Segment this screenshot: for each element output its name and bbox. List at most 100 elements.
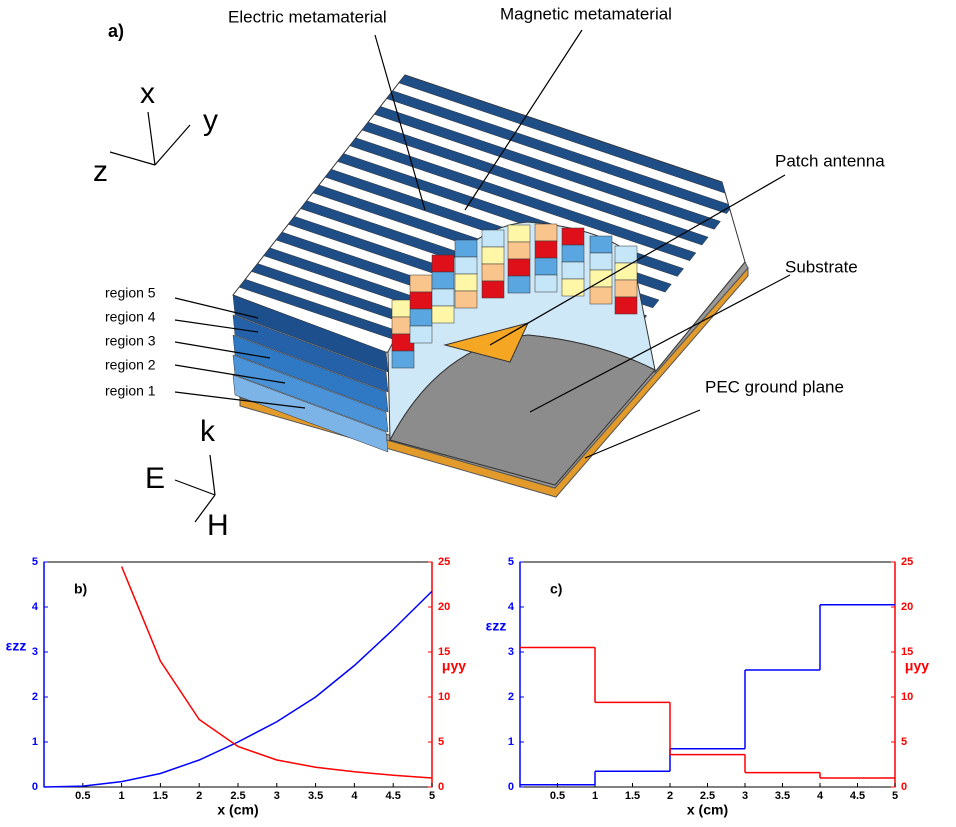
x-tick-label: 5 xyxy=(892,790,898,802)
y-axis-label: εzz xyxy=(486,618,507,634)
region-label: region 2 xyxy=(105,357,156,373)
panel-label: a) xyxy=(108,21,124,41)
cell xyxy=(535,241,557,258)
cell xyxy=(432,255,454,272)
x-tick-label: 0.5 xyxy=(550,790,565,802)
cell xyxy=(455,274,477,291)
cell xyxy=(535,258,557,275)
x-axis-label: x (cm) xyxy=(217,802,258,818)
cell xyxy=(508,225,530,242)
y2-tick-label: 5 xyxy=(901,736,907,748)
axis-glyph: y xyxy=(203,104,218,137)
x-tick-label: 1 xyxy=(119,790,125,802)
cell xyxy=(590,253,612,270)
series-line xyxy=(44,591,432,787)
illustration: a) Electric metamaterial Magnetic metama… xyxy=(93,4,885,541)
cell xyxy=(410,326,432,343)
label: PEC ground plane xyxy=(705,377,844,396)
cell xyxy=(590,236,612,253)
cell xyxy=(410,292,432,309)
y-tick-label: 2 xyxy=(32,691,38,703)
cell xyxy=(432,272,454,289)
cell xyxy=(562,228,584,245)
axis-glyph: z xyxy=(93,155,108,188)
cell xyxy=(482,230,504,247)
x-tick-label: 4.5 xyxy=(850,790,865,802)
cell xyxy=(410,309,432,326)
y-tick-label: 0 xyxy=(508,781,514,793)
cell xyxy=(392,351,414,368)
cell xyxy=(432,306,454,323)
y2-tick-label: 20 xyxy=(901,601,913,613)
x-tick-label: 3 xyxy=(274,790,280,802)
cell xyxy=(482,247,504,264)
x-tick-label: 1.5 xyxy=(625,790,640,802)
chart: 0.511.522.533.544.550123450510152025x (c… xyxy=(6,556,467,818)
plot-frame xyxy=(520,562,895,787)
cell xyxy=(432,289,454,306)
y-axis-label: εzz xyxy=(6,638,27,654)
panel-label: c) xyxy=(550,581,562,597)
cell xyxy=(482,264,504,281)
cell xyxy=(410,275,432,292)
x-tick-label: 5 xyxy=(429,790,435,802)
cell xyxy=(482,281,504,298)
region-label: region 5 xyxy=(105,285,156,301)
y-tick-label: 2 xyxy=(508,691,514,703)
cell xyxy=(508,242,530,259)
cell xyxy=(590,287,612,304)
region-label: region 3 xyxy=(105,333,156,349)
x-tick-label: 0.5 xyxy=(75,790,90,802)
x-tick-label: 3.5 xyxy=(775,790,790,802)
y-tick-label: 3 xyxy=(32,646,38,658)
x-tick-label: 2 xyxy=(196,790,202,802)
y2-axis-label: μyy xyxy=(905,658,929,674)
cell xyxy=(455,240,477,257)
axis-glyph: x xyxy=(140,77,155,110)
y-tick-label: 1 xyxy=(508,736,514,748)
y-tick-label: 4 xyxy=(508,601,515,613)
cell xyxy=(615,297,637,314)
x-tick-label: 3.5 xyxy=(308,790,323,802)
label: Substrate xyxy=(785,257,858,276)
cell xyxy=(455,257,477,274)
region-label: region 1 xyxy=(105,383,156,399)
cell xyxy=(562,262,584,279)
x-tick-label: 2.5 xyxy=(700,790,715,802)
cell xyxy=(562,245,584,262)
y-tick-label: 5 xyxy=(32,556,38,568)
cell xyxy=(455,291,477,308)
cell xyxy=(562,279,584,296)
x-tick-label: 3 xyxy=(742,790,748,802)
y2-tick-label: 15 xyxy=(438,646,450,658)
y2-tick-label: 15 xyxy=(901,646,913,658)
x-tick-label: 1.5 xyxy=(153,790,168,802)
figure: a) Electric metamaterial Magnetic metama… xyxy=(0,0,956,827)
label: Electric metamaterial xyxy=(228,7,387,26)
y2-tick-label: 0 xyxy=(901,781,907,793)
y2-tick-label: 10 xyxy=(438,691,450,703)
y2-tick-label: 25 xyxy=(438,556,450,568)
y2-tick-label: 5 xyxy=(438,736,444,748)
x-tick-label: 4.5 xyxy=(386,790,401,802)
y-tick-label: 3 xyxy=(508,646,514,658)
label: Magnetic metamaterial xyxy=(500,4,672,23)
cell xyxy=(615,246,637,263)
plot-frame xyxy=(44,562,432,787)
y2-tick-label: 20 xyxy=(438,601,450,613)
series-line xyxy=(122,567,432,779)
axis-glyph: k xyxy=(200,415,216,448)
x-axis-label: x (cm) xyxy=(687,802,728,818)
cell xyxy=(508,259,530,276)
y-tick-label: 1 xyxy=(32,736,38,748)
axis-glyph: H xyxy=(207,509,229,542)
y2-axis-label: μyy xyxy=(442,658,466,674)
panel-label: b) xyxy=(74,581,87,597)
axis-glyph: E xyxy=(145,462,165,495)
x-tick-label: 2.5 xyxy=(230,790,245,802)
x-tick-label: 2 xyxy=(667,790,673,802)
x-tick-label: 4 xyxy=(817,790,824,802)
cell xyxy=(535,224,557,241)
y-tick-label: 0 xyxy=(32,781,38,793)
